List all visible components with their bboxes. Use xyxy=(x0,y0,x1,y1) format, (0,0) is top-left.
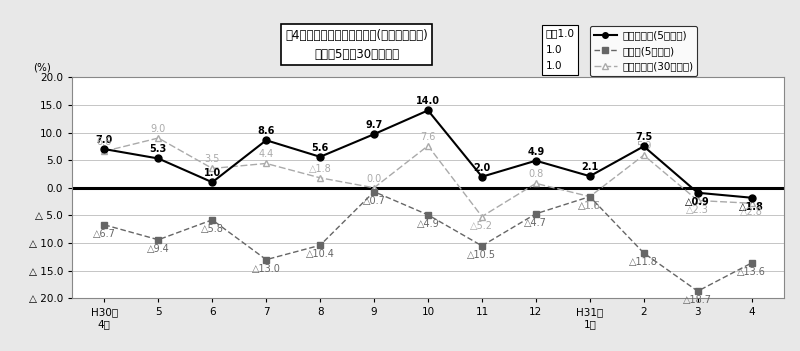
Text: △5.2: △5.2 xyxy=(470,221,494,231)
Text: △1.8: △1.8 xyxy=(739,202,764,212)
Text: △10.5: △10.5 xyxy=(467,250,497,260)
Text: 0.0: 0.0 xyxy=(366,174,382,184)
Text: △4.9: △4.9 xyxy=(417,219,439,229)
Text: △10.4: △10.4 xyxy=(306,250,334,259)
Text: 7.6: 7.6 xyxy=(420,132,436,141)
Text: △2.3: △2.3 xyxy=(686,205,709,215)
Text: 1.0: 1.0 xyxy=(204,168,221,178)
Text: 2.0: 2.0 xyxy=(474,163,490,173)
Text: 2.1: 2.1 xyxy=(581,162,598,172)
Text: △1.6: △1.6 xyxy=(578,201,601,211)
Text: 例：1.0
1.0
1.0: 例：1.0 1.0 1.0 xyxy=(546,28,574,71)
Text: △13.6: △13.6 xyxy=(737,267,766,277)
Text: 5.3: 5.3 xyxy=(150,144,167,154)
Text: 5.6: 5.6 xyxy=(311,143,329,153)
Text: 8.6: 8.6 xyxy=(258,126,275,136)
Text: △4.7: △4.7 xyxy=(525,218,547,228)
Text: 14.0: 14.0 xyxy=(416,96,440,106)
Text: 围4　所定外労働時間の推移(対前年同月比)
－規横5人・30人以上－: 围4 所定外労働時間の推移(対前年同月比) －規横5人・30人以上－ xyxy=(286,28,428,61)
Text: △0.9: △0.9 xyxy=(686,197,710,207)
Text: △5.8: △5.8 xyxy=(201,224,224,234)
Text: △9.4: △9.4 xyxy=(147,244,170,254)
Text: (%): (%) xyxy=(33,63,50,73)
Text: 7.5: 7.5 xyxy=(635,132,652,142)
Text: 9.0: 9.0 xyxy=(150,124,166,134)
Text: △11.8: △11.8 xyxy=(630,257,658,267)
Text: △13.0: △13.0 xyxy=(252,264,281,274)
Text: 4.4: 4.4 xyxy=(258,149,274,159)
Text: △18.7: △18.7 xyxy=(683,295,712,305)
Text: 6.6: 6.6 xyxy=(97,137,112,147)
Text: 7.0: 7.0 xyxy=(96,135,113,145)
Text: △1.8: △1.8 xyxy=(309,164,331,174)
Text: 5.9: 5.9 xyxy=(636,141,651,151)
Legend: 調査産業計(5人以上), 製造業(5人以上), 調査産業計(30人以上): 調査産業計(5人以上), 製造業(5人以上), 調査産業計(30人以上) xyxy=(590,26,698,76)
Text: 4.9: 4.9 xyxy=(527,146,545,157)
Text: △1.6: △1.6 xyxy=(578,201,601,211)
Text: △6.7: △6.7 xyxy=(93,229,116,239)
Text: △2.8: △2.8 xyxy=(740,207,763,217)
Text: △0.7: △0.7 xyxy=(362,196,386,206)
Text: 3.5: 3.5 xyxy=(205,154,220,164)
Text: 9.7: 9.7 xyxy=(366,120,382,130)
Text: 0.8: 0.8 xyxy=(528,169,543,179)
